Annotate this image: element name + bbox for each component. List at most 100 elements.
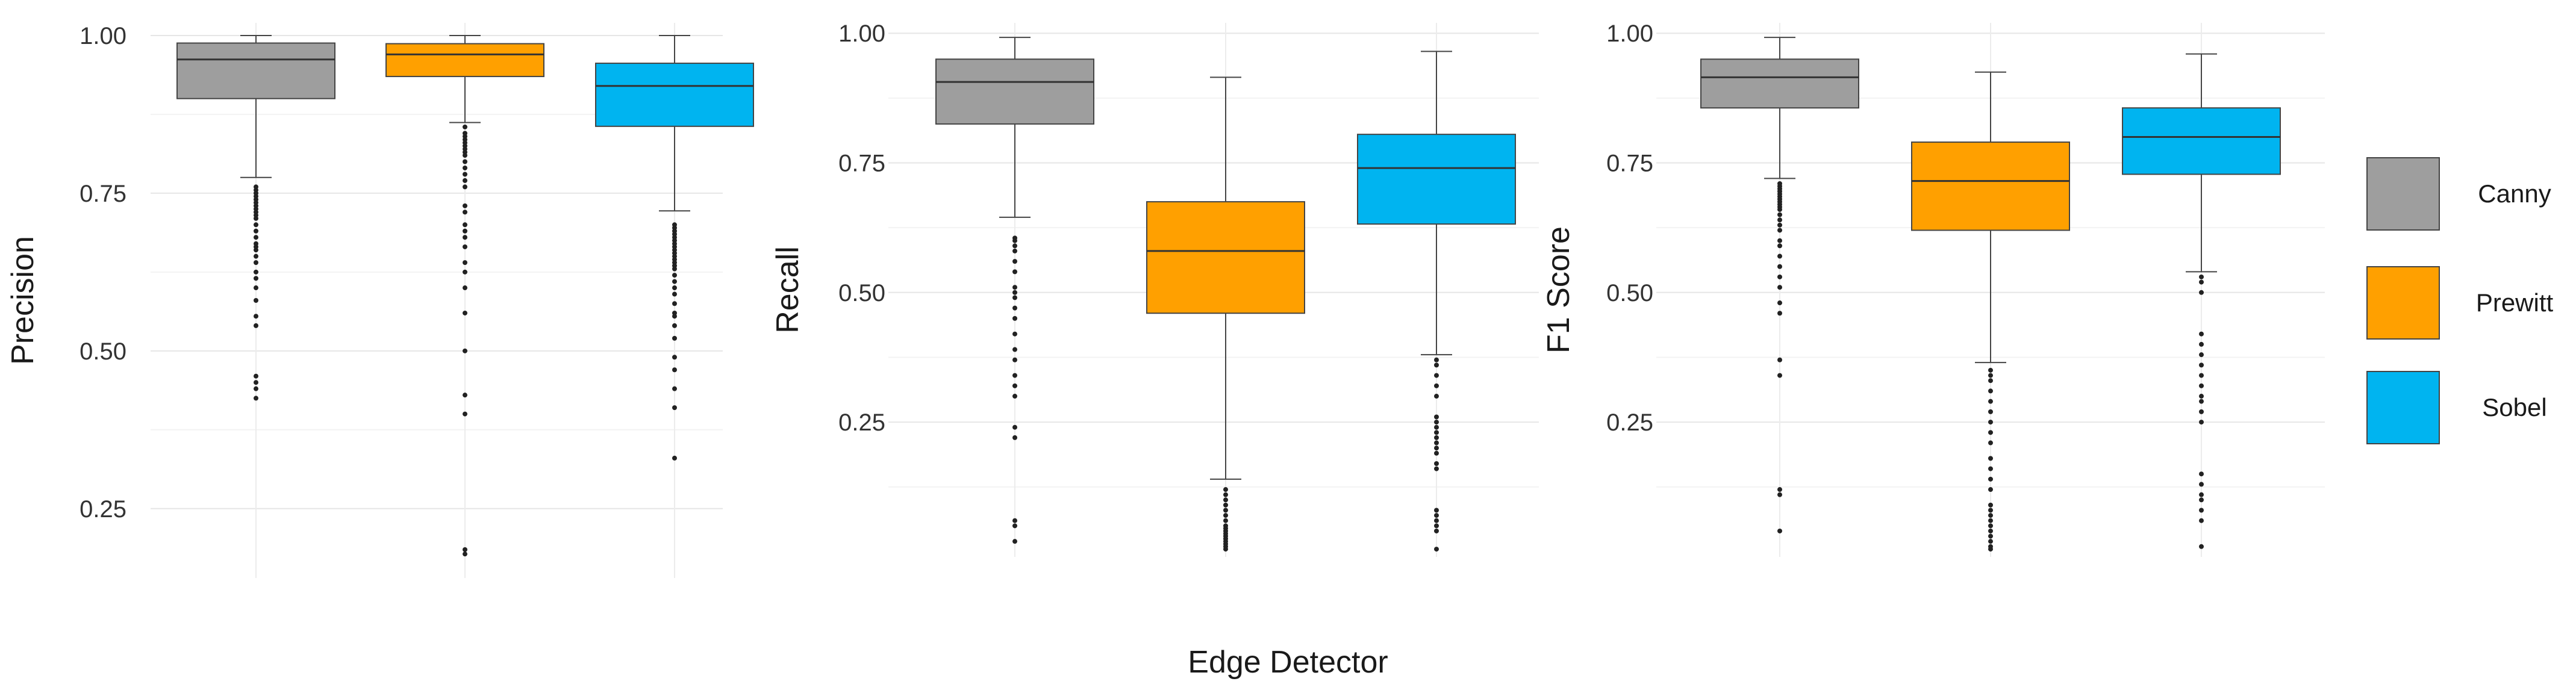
outlier-point (1988, 533, 1993, 539)
outlier-point (254, 216, 258, 221)
panel-f1-score: 0.25 0.50 0.75 1.00 F1 Score (1541, 20, 2325, 557)
outlier-point (463, 235, 467, 240)
box-sobel (1357, 51, 1516, 552)
outlier-point (672, 367, 677, 373)
outlier-point (2199, 373, 2204, 378)
outlier-point (1434, 362, 1439, 368)
outlier-point (1012, 295, 1017, 300)
outlier-point (1434, 518, 1439, 523)
outlier-point (1434, 461, 1439, 466)
outlier-point (1777, 300, 1782, 306)
iqr-box (385, 43, 544, 78)
outlier-point (1223, 547, 1228, 552)
outlier-point (672, 285, 677, 291)
outlier-point (1777, 253, 1782, 259)
outlier-point (672, 335, 677, 341)
y-axis-title: Precision (5, 236, 40, 365)
outlier-point (1777, 357, 1782, 362)
outlier-point (1012, 373, 1017, 378)
outlier-point (463, 203, 467, 208)
outlier-point (254, 269, 258, 275)
outlier-point (1012, 248, 1017, 253)
outlier-point (2199, 362, 2204, 368)
outlier-point (1988, 476, 1993, 482)
outlier-point (1434, 513, 1439, 518)
outlier-point (2199, 420, 2204, 425)
outlier-point (1434, 466, 1439, 471)
outlier-point (2199, 290, 2204, 295)
outlier-point (254, 373, 258, 379)
outlier-point (1434, 383, 1439, 388)
box-prewitt (1911, 71, 2070, 552)
box-canny (1700, 37, 1859, 533)
iqr-box (1146, 201, 1305, 314)
outlier-point (2199, 331, 2204, 337)
outlier-point (1777, 487, 1782, 492)
outlier-point (1434, 508, 1439, 513)
outlier-point (672, 266, 677, 272)
outlier-point (1777, 264, 1782, 269)
outlier-point (463, 393, 467, 398)
outlier-point (1988, 513, 1993, 518)
outlier-point (672, 355, 677, 360)
outlier-point (463, 210, 467, 215)
outlier-point (1988, 440, 1993, 446)
outlier-point (1988, 547, 1993, 552)
outlier-point (1012, 238, 1017, 243)
outlier-point (463, 159, 467, 164)
outlier-point (1988, 409, 1993, 414)
outlier-point (2199, 497, 2204, 503)
outlier-point (2199, 383, 2204, 388)
outlier-point (254, 298, 258, 303)
outlier-point (1434, 440, 1439, 446)
outlier-point (1012, 523, 1017, 529)
outlier-point (463, 172, 467, 177)
box-prewitt (1146, 76, 1305, 552)
outlier-point (1777, 207, 1782, 213)
outlier-point (672, 291, 677, 297)
outlier-point (2199, 409, 2204, 414)
outlier-point (1434, 528, 1439, 533)
outlier-point (1223, 518, 1228, 523)
outlier-point (672, 455, 677, 461)
outlier-point (2199, 274, 2204, 279)
box-prewitt (385, 34, 544, 557)
outlier-point (254, 228, 258, 234)
outlier-point (1777, 238, 1782, 243)
outlier-point (2199, 544, 2204, 549)
outlier-point (254, 396, 258, 401)
outlier-point (1434, 357, 1439, 362)
outlier-point (1223, 513, 1228, 518)
outlier-point (254, 247, 258, 253)
outlier-point (254, 235, 258, 240)
outlier-point (1988, 508, 1993, 513)
outlier-point (254, 386, 258, 391)
iqr-box (595, 63, 754, 127)
outlier-point (1988, 518, 1993, 523)
y-tick-label: 0.50 (838, 280, 885, 306)
legend-label: Sobel (2482, 393, 2546, 421)
y-tick-label: 0.25 (1606, 409, 1653, 436)
y-tick-label: 0.50 (80, 338, 126, 365)
legend: Canny Prewitt Sobel (2366, 157, 2554, 444)
y-tick-label: 1.00 (838, 20, 885, 47)
outlier-point (1434, 414, 1439, 420)
outlier-point (1223, 487, 1228, 492)
iqr-box (1700, 58, 1859, 109)
outlier-point (1988, 430, 1993, 435)
outlier-point (1988, 523, 1993, 529)
outlier-point (672, 273, 677, 278)
outlier-point (254, 222, 258, 228)
outlier-point (1777, 492, 1782, 497)
outlier-point (1988, 539, 1993, 544)
y-tick-label: 0.50 (1606, 280, 1653, 306)
iqr-box (1357, 134, 1516, 225)
outlier-point (254, 323, 258, 328)
y-tick-label: 0.25 (80, 496, 126, 523)
outlier-point (463, 551, 467, 557)
outlier-point (1988, 367, 1993, 373)
box-sobel (2122, 53, 2281, 549)
y-tick-label: 0.75 (1606, 151, 1653, 177)
legend-swatch (2366, 371, 2440, 444)
